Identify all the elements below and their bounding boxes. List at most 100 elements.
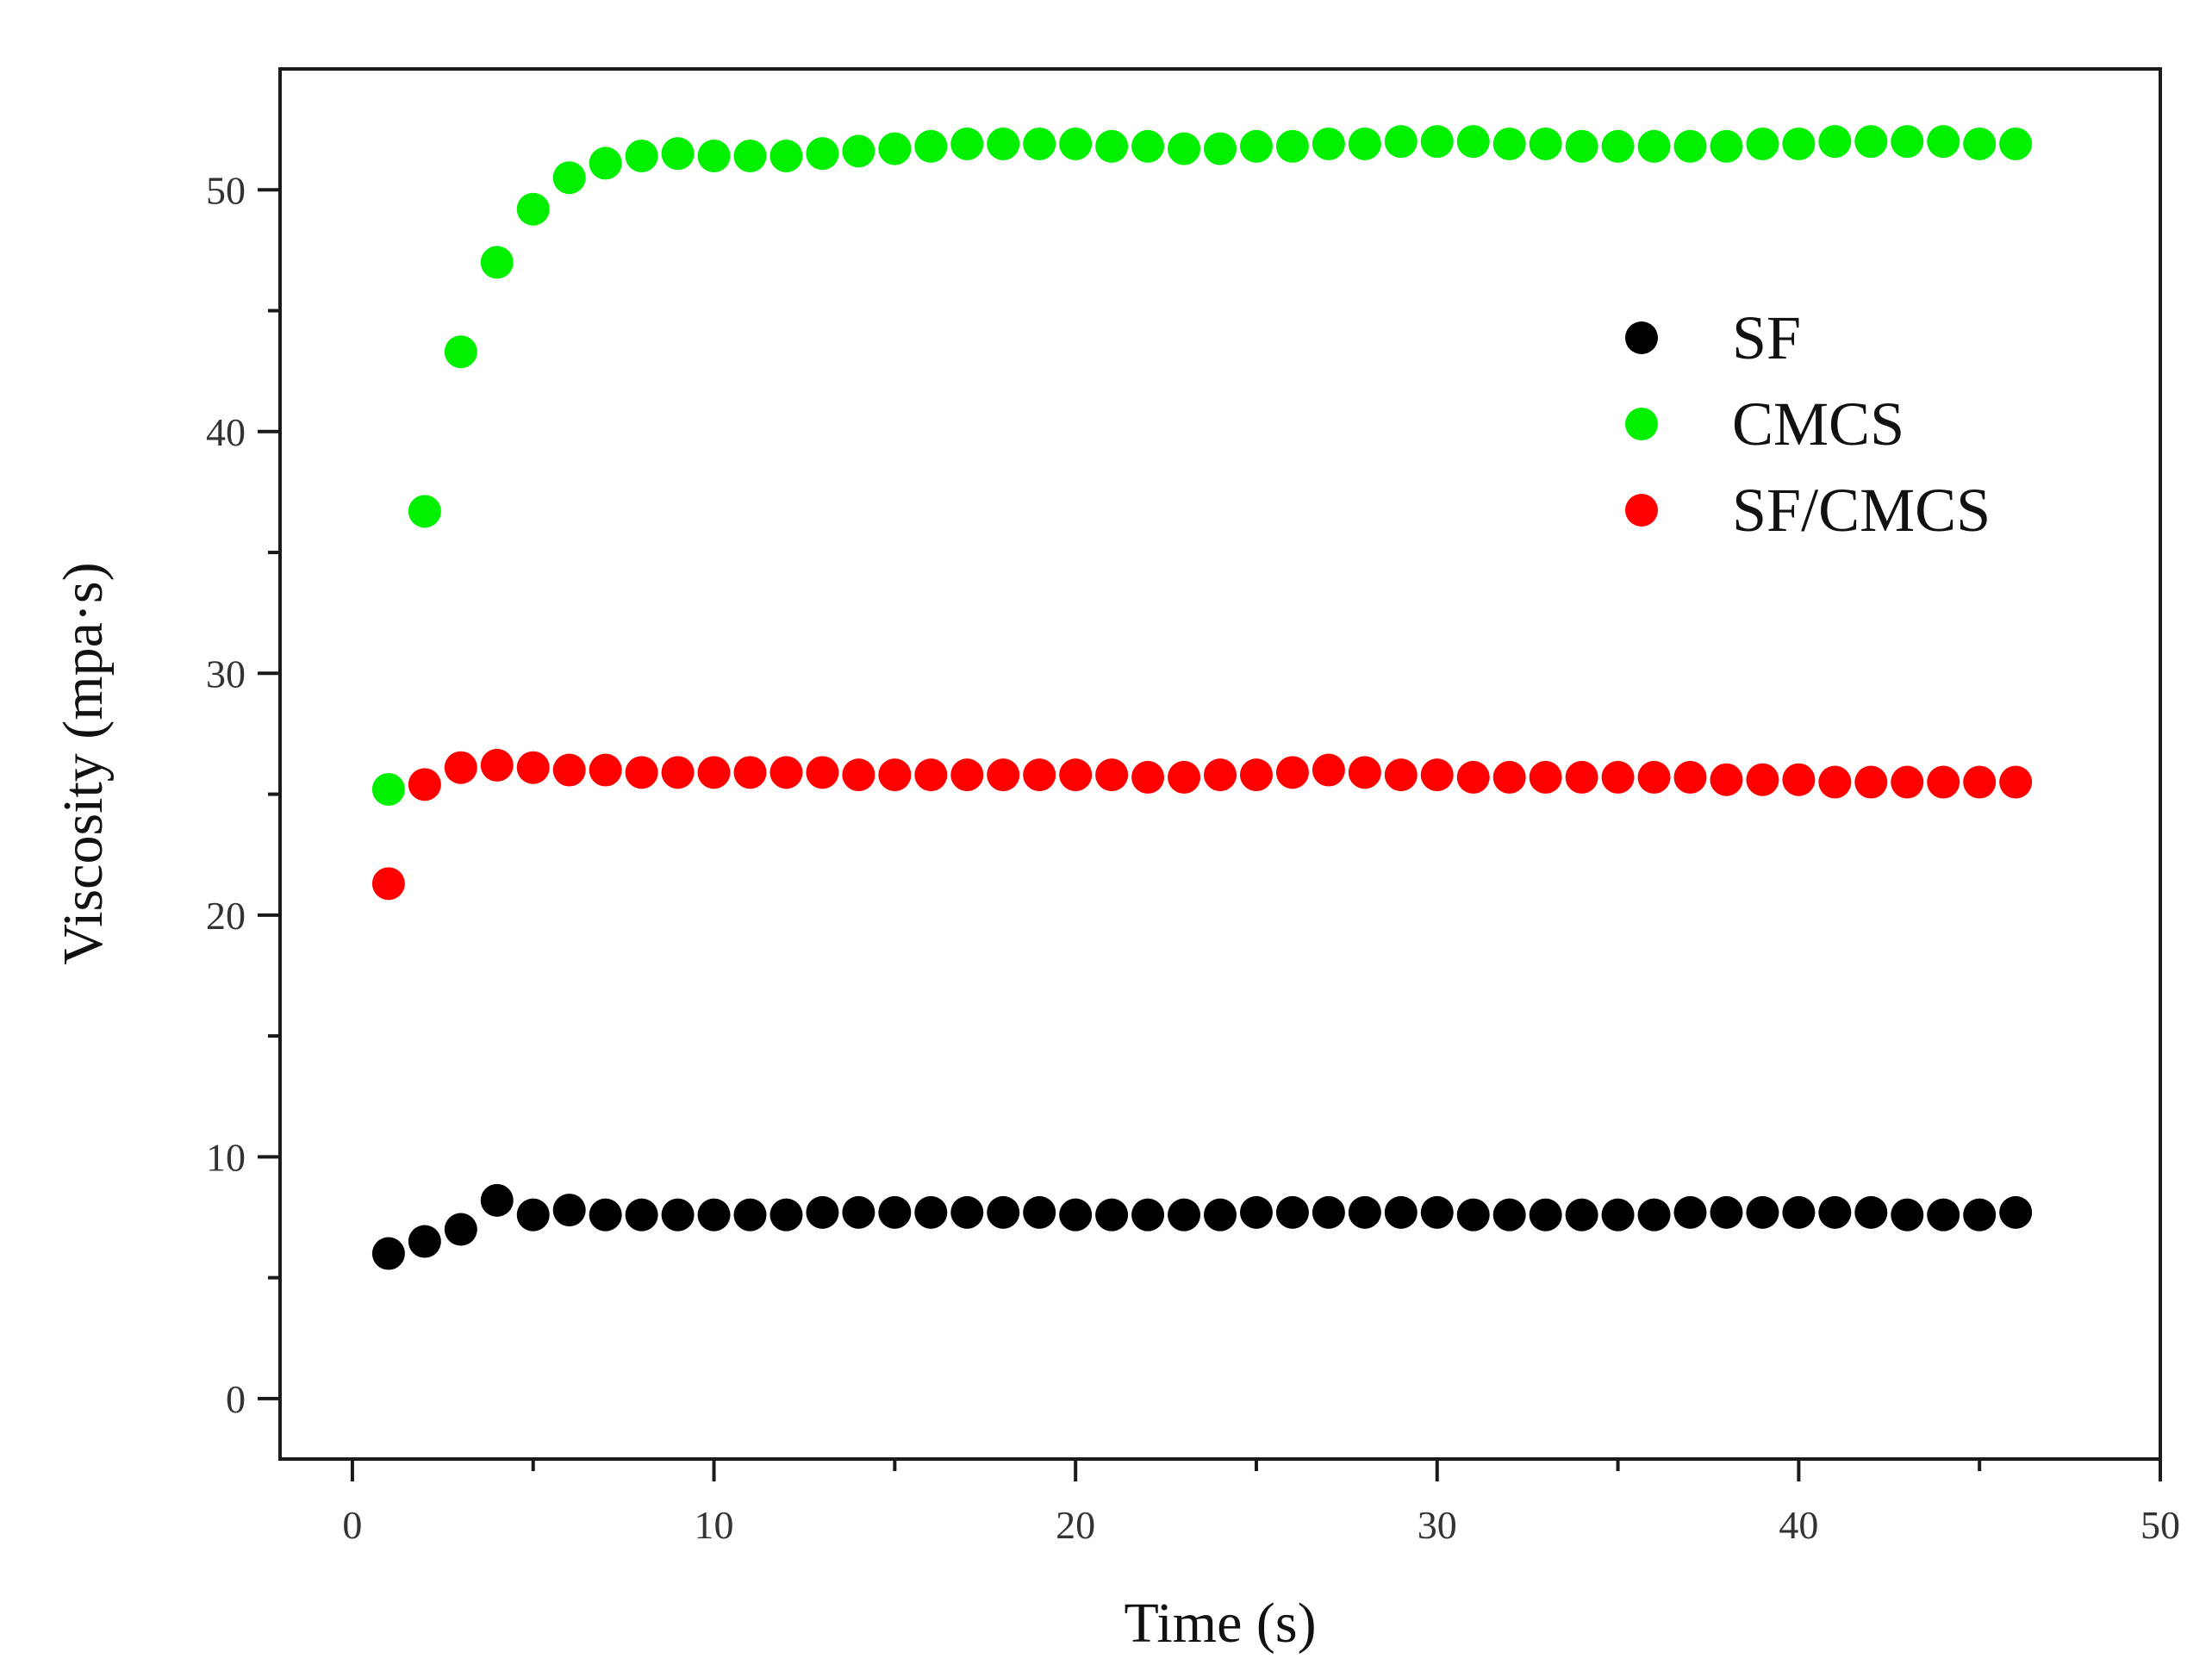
series-sf-cmcs — [371, 748, 2033, 901]
data-point — [950, 127, 984, 160]
data-point — [1420, 1195, 1454, 1229]
data-point — [444, 751, 477, 784]
data-point — [516, 192, 550, 226]
data-point — [770, 139, 803, 172]
y-axis-title: Viscosity (mpa·s) — [52, 562, 115, 964]
axis-ticks — [258, 188, 2162, 1481]
data-point — [1168, 132, 1201, 165]
legend-marker — [1625, 408, 1658, 440]
data-point — [625, 139, 658, 172]
data-point — [1239, 129, 1273, 163]
data-point — [1637, 1198, 1671, 1232]
data-point — [1963, 127, 1997, 160]
data-point — [1204, 1198, 1237, 1232]
tick-labels: 0 10 20 30 40 50 0 10 20 30 40 50 — [206, 168, 2180, 1547]
data-point — [1601, 129, 1635, 163]
legend-marker — [1625, 494, 1658, 527]
data-point — [1239, 758, 1273, 792]
data-point — [1095, 1198, 1129, 1232]
x-tick-label: 30 — [1418, 1503, 1457, 1547]
data-point — [1275, 1195, 1309, 1229]
data-point — [1746, 127, 1779, 160]
data-point — [589, 753, 622, 787]
data-point — [1565, 1198, 1598, 1232]
data-point — [806, 1195, 839, 1229]
data-point — [1746, 1195, 1779, 1229]
data-point — [1420, 125, 1454, 159]
data-point — [987, 1195, 1020, 1229]
data-point — [1168, 1198, 1201, 1232]
y-tick-label: 40 — [206, 410, 246, 454]
y-tick-label: 30 — [206, 652, 246, 695]
data-point — [1312, 127, 1345, 160]
data-point — [1746, 763, 1779, 796]
data-point — [1529, 1198, 1562, 1232]
data-point — [1854, 1195, 1888, 1229]
data-point — [1059, 1198, 1093, 1232]
x-tick-label: 10 — [695, 1503, 734, 1547]
data-point — [1312, 1195, 1345, 1229]
data-point — [552, 161, 586, 195]
data-point — [950, 1195, 984, 1229]
data-point — [1059, 758, 1093, 792]
y-tick-label: 0 — [226, 1377, 246, 1421]
data-point — [878, 758, 912, 792]
x-tick-label: 50 — [2140, 1503, 2180, 1547]
data-point — [987, 758, 1020, 792]
data-point — [1456, 760, 1490, 794]
data-point — [1348, 1195, 1381, 1229]
data-point — [444, 1213, 477, 1246]
data-point — [806, 756, 839, 789]
data-point — [1782, 1195, 1816, 1229]
legend-marker — [1625, 321, 1658, 354]
data-point — [1818, 765, 1852, 799]
data-point — [1637, 760, 1671, 794]
data-point — [1529, 127, 1562, 160]
data-point — [806, 137, 839, 171]
x-tick-label: 20 — [1056, 1503, 1095, 1547]
data-point — [625, 756, 658, 789]
y-tick-label: 10 — [206, 1135, 246, 1179]
data-point — [1927, 1198, 1960, 1232]
data-point — [842, 134, 875, 168]
data-point — [1348, 756, 1381, 789]
data-point — [1095, 758, 1129, 792]
data-point — [1168, 760, 1201, 794]
legend-label: CMCS — [1732, 390, 1904, 458]
legend-label: SF/CMCS — [1732, 476, 1991, 545]
data-point — [1492, 760, 1526, 794]
data-point — [1384, 1195, 1418, 1229]
data-point — [1999, 765, 2033, 799]
data-point — [1891, 765, 1924, 799]
data-point — [842, 758, 875, 792]
data-point — [444, 335, 477, 369]
data-point — [770, 756, 803, 789]
y-tick-label: 20 — [206, 894, 246, 938]
data-point — [842, 1195, 875, 1229]
data-point — [1023, 127, 1056, 160]
x-axis-title: Time (s) — [1124, 1592, 1316, 1655]
data-point — [1999, 127, 2033, 160]
data-point — [878, 132, 912, 165]
data-point — [1275, 129, 1309, 163]
data-point — [1131, 1198, 1165, 1232]
data-point — [914, 758, 948, 792]
data-point — [625, 1198, 658, 1232]
data-point — [1927, 125, 1960, 159]
data-point — [914, 1195, 948, 1229]
data-point — [1673, 129, 1707, 163]
data-point — [1927, 765, 1960, 799]
legend: SF CMCS SF/CMCS — [1625, 303, 1991, 545]
data-point — [589, 1198, 622, 1232]
data-point — [1420, 758, 1454, 792]
series-sf — [371, 1183, 2033, 1270]
data-point — [1854, 765, 1888, 799]
data-point — [1999, 1195, 2033, 1229]
data-point — [1312, 753, 1345, 787]
data-point — [1782, 127, 1816, 160]
data-point — [1782, 763, 1816, 796]
data-point — [1818, 1195, 1852, 1229]
data-point — [1348, 127, 1381, 160]
data-point — [1204, 132, 1237, 165]
